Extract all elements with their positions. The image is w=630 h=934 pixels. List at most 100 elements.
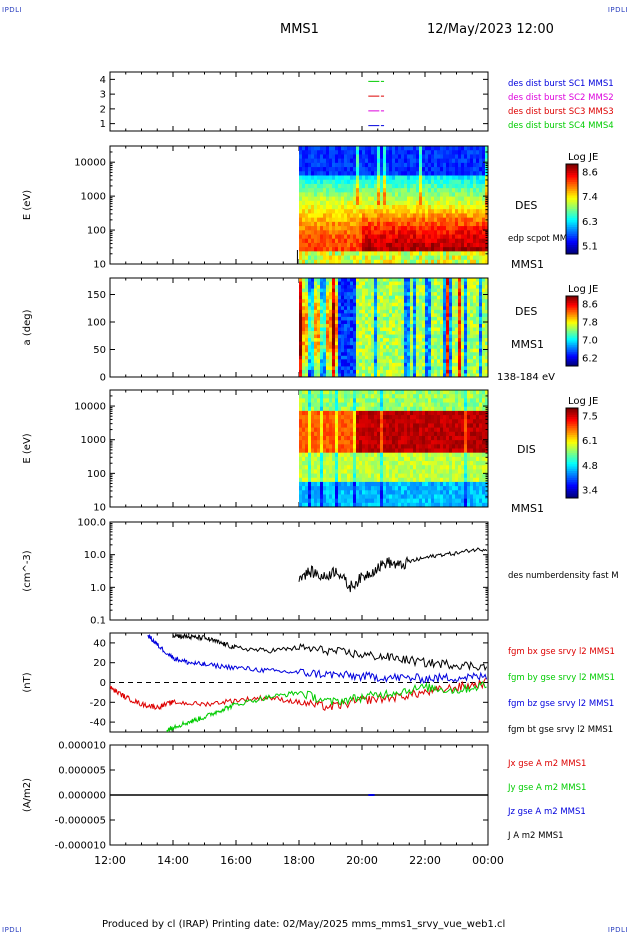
heatmap-cell (380, 406, 384, 412)
heatmap-cell (350, 355, 354, 360)
heatmap-cell (341, 419, 345, 425)
heatmap-cell (416, 348, 420, 353)
heatmap-cell (368, 440, 372, 445)
heatmap-cell (326, 359, 330, 364)
heatmap-cell (317, 188, 321, 193)
heatmap-cell (434, 251, 438, 257)
heatmap-cell (389, 431, 393, 437)
heatmap-cell (311, 285, 315, 290)
heatmap-cell (302, 345, 306, 350)
heatmap-cell (398, 362, 402, 367)
heatmap-cell (338, 469, 342, 475)
heatmap-cell (320, 348, 324, 353)
heatmap-cell (383, 242, 387, 248)
heatmap-cell (389, 410, 393, 416)
heatmap-cell (368, 146, 372, 151)
heatmap-cell (308, 331, 312, 336)
heatmap-cell (455, 345, 459, 350)
heatmap-cell (386, 316, 390, 322)
heatmap-cell (410, 146, 414, 151)
heatmap-cell (302, 309, 306, 314)
heatmap-cell (392, 444, 396, 450)
heatmap-cell (317, 498, 321, 504)
heatmap-cell (308, 477, 312, 483)
heatmap-cell (359, 461, 363, 466)
heatmap-cell (479, 238, 483, 244)
heatmap-cell (308, 205, 312, 210)
heatmap-cell (404, 196, 408, 202)
heatmap-cell (362, 431, 366, 437)
heatmap-cell (389, 355, 393, 360)
colorbar-swatch (566, 317, 578, 320)
colorbar-swatch (566, 247, 578, 250)
heatmap-cell (446, 234, 450, 240)
heatmap-cell (377, 359, 381, 364)
heatmap-cell (398, 327, 402, 332)
heatmap-cell (359, 285, 363, 290)
heatmap-cell (476, 320, 480, 325)
heatmap-cell (419, 146, 423, 151)
heatmap-cell (344, 154, 348, 160)
heatmap-cell (452, 359, 456, 364)
heatmap-cell (404, 390, 408, 395)
y-tick-label: 10000 (74, 158, 106, 169)
heatmap-cell (410, 359, 414, 364)
heatmap-cell (326, 323, 330, 329)
heatmap-cell (326, 230, 330, 236)
heatmap-cell (374, 192, 378, 198)
heatmap-cell (416, 238, 420, 244)
heatmap-cell (347, 355, 351, 360)
heatmap-cell (398, 373, 402, 377)
heatmap-cell (332, 477, 336, 483)
heatmap-cell (326, 348, 330, 353)
heatmap-cell (338, 320, 342, 325)
heatmap-cell (299, 209, 303, 215)
heatmap-cell (365, 175, 369, 181)
heatmap-cell (392, 355, 396, 360)
heatmap-cell (428, 179, 432, 185)
heatmap-cell (380, 146, 384, 151)
heatmap-cell (344, 461, 348, 466)
heatmap-cell (473, 226, 477, 231)
heatmap-cell (326, 226, 330, 231)
heatmap-cell (350, 205, 354, 210)
heatmap-cell (416, 242, 420, 248)
colorbar-swatch (566, 324, 578, 327)
heatmap-cell (383, 247, 387, 252)
heatmap-cell (359, 431, 363, 437)
heatmap-cell (335, 306, 339, 311)
heatmap-cell (389, 323, 393, 329)
heatmap-cell (392, 146, 396, 151)
heatmap-cell (305, 309, 309, 314)
colorbar-swatch (566, 297, 578, 300)
heatmap-cell (422, 320, 426, 325)
heatmap-cell (422, 226, 426, 231)
heatmap-cell (440, 162, 444, 168)
colorbar-swatch (566, 186, 578, 190)
heatmap-cell (368, 473, 372, 479)
heatmap-cell (338, 359, 342, 364)
heatmap-cell (377, 331, 381, 336)
heatmap-cell (479, 338, 483, 343)
heatmap-cell (428, 323, 432, 329)
heatmap-cell (467, 217, 471, 223)
heatmap-cell (401, 334, 405, 339)
heatmap-cell (347, 295, 351, 300)
heatmap-cell (485, 209, 488, 215)
heatmap-cell (356, 278, 360, 283)
heatmap-cell (386, 427, 390, 433)
colorbar-swatch (566, 224, 578, 228)
heatmap-cell (401, 419, 405, 425)
heatmap-cell (470, 188, 474, 193)
heatmap-cell (476, 345, 480, 350)
heatmap-cell (347, 146, 351, 151)
heatmap-cell (365, 415, 369, 420)
heatmap-cell (359, 435, 363, 441)
heatmap-cell (455, 313, 459, 318)
heatmap-cell (317, 226, 321, 231)
heatmap-cell (413, 150, 417, 156)
heatmap-cell (398, 456, 402, 462)
heatmap-cell (398, 452, 402, 458)
heatmap-cell (317, 410, 321, 416)
heatmap-cell (335, 362, 339, 367)
